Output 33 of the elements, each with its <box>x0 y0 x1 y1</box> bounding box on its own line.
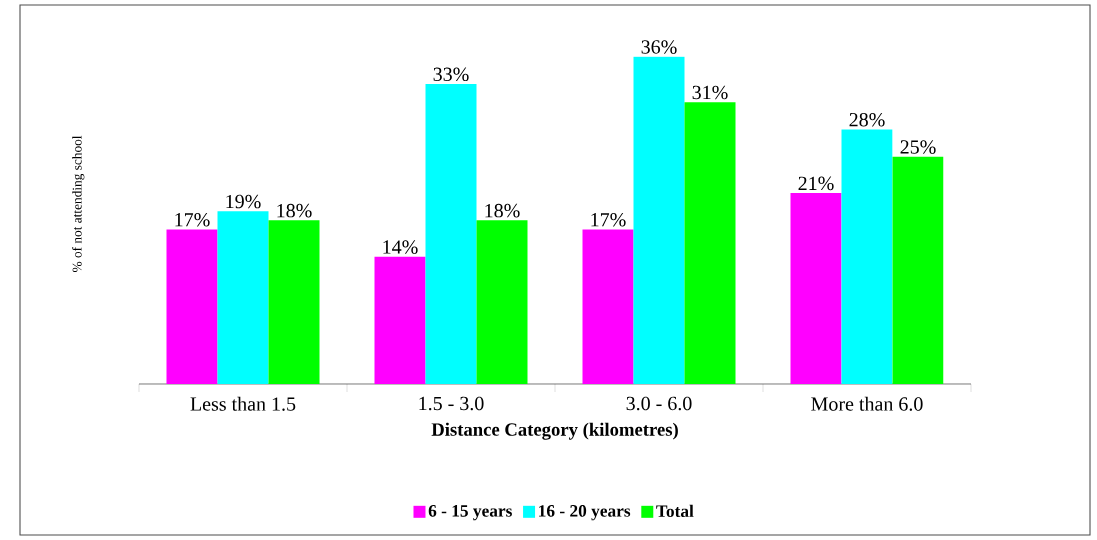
data-label: 31% <box>692 85 728 100</box>
data-label: 25% <box>900 140 936 154</box>
x-tick-label: 1.5 - 3.0 <box>419 396 484 411</box>
data-label: 36% <box>641 40 677 54</box>
bar <box>790 193 842 384</box>
data-label: 17% <box>591 212 626 227</box>
bar <box>841 129 893 384</box>
data-label: 18% <box>485 203 520 218</box>
x-tick-label: More than 6.0 <box>811 396 923 411</box>
bar <box>166 229 218 384</box>
bar <box>892 156 944 384</box>
data-label: 33% <box>433 67 469 82</box>
data-label: 28% <box>849 112 885 127</box>
bar <box>217 211 269 384</box>
bar <box>268 220 320 384</box>
bar <box>374 256 426 384</box>
bar <box>425 84 477 384</box>
data-label: 17% <box>175 212 210 227</box>
legend-label: Total <box>656 504 694 517</box>
legend-label: 16 - 20 years <box>539 505 631 521</box>
bar <box>476 220 528 384</box>
legend-label: 6 - 15 years <box>428 505 512 521</box>
x-axis-title: Distance Category (kilometres) <box>431 422 678 440</box>
data-label: 19% <box>226 194 261 209</box>
data-label: 14% <box>383 240 418 254</box>
bar <box>684 102 736 384</box>
data-label: 21% <box>798 176 834 191</box>
y-axis-title: % of not attending school <box>72 135 85 273</box>
x-tick-label: 3.0 - 6.0 <box>626 396 692 411</box>
bar <box>633 56 685 384</box>
x-tick-label: Less than 1.5 <box>190 396 296 411</box>
data-label: 18% <box>277 203 312 218</box>
bar <box>582 229 634 384</box>
